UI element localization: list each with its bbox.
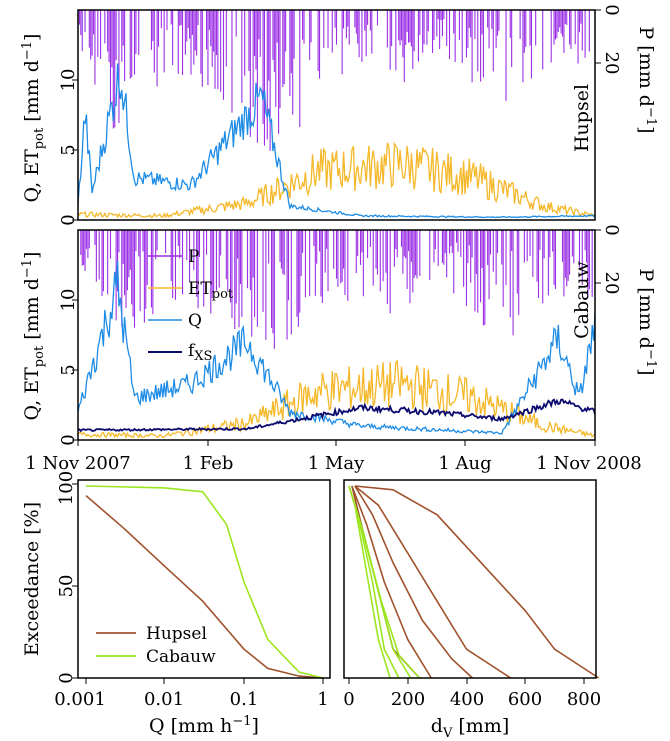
hupsel-y2-tick: 0 [601,4,622,15]
hupsel-plot-area [77,10,596,219]
exceedance-y-axis-label: Exceedance [%] [21,502,43,656]
legend-label-hupsel: Hupsel [146,624,207,644]
exceedance-y-tick: 0 [56,672,77,683]
legend-label-etpot: ETpot [188,279,234,302]
hupsel-y2-tick: 20 [601,52,622,75]
panel-cabauw: 0 5 10 0 20 1 Nov 2007 1 Feb 1 May 1 Aug… [20,224,658,474]
exceedance-y-tick: 50 [56,575,77,598]
hupsel-y2-axis-label: P [mm d−1] [635,26,658,133]
exceedance-dv-cabauw-curve [348,485,391,679]
hupsel-site-label: Hupsel [571,84,593,152]
time-x-tick: 1 Aug [438,453,491,474]
panel-exceedance-q: 0 50 100 0.001 0.01 0.1 1 Exceedance [%]… [21,471,331,737]
panel-exceedance-dv: 0 200 400 600 800 dV [mm] [343,479,601,741]
exceedance-dv-hupsel-curve [354,485,600,679]
time-x-tick: 1 Nov 2008 [536,453,641,474]
hupsel-y-tick: 5 [58,144,79,155]
cabauw-y2-axis-label: P [mm d−1] [635,268,658,375]
cabauw-plot-area [77,230,596,440]
hupsel-y2-ticks: 0 20 [595,4,622,74]
cabauw-et-line [77,359,596,440]
exceedance-dv-frame [343,479,597,679]
cabauw-y-tick: 0 [58,434,79,445]
panel-hupsel: 0 5 10 0 20 Q, ETpot [mm d−1] P [mm d−1]… [20,4,658,225]
cabauw-y2-tick: 0 [601,224,622,235]
q-x-tick: 0.01 [144,689,184,710]
q-x-tick: 0.1 [230,689,259,710]
cabauw-fxs-line [77,398,596,433]
time-x-tick: 1 May [308,453,365,474]
dv-x-tick: 200 [391,689,425,710]
dv-x-tick: 800 [567,689,601,710]
cabauw-site-label: Cabauw [571,260,593,339]
exceedance-dv-plot-area [348,485,600,679]
cabauw-y-tick: 5 [58,364,79,375]
cabauw-y-tick: 10 [58,289,79,312]
exceedance-legend: Hupsel Cabauw [96,624,216,667]
exceedance-q-plot-area [85,485,324,679]
exceedance-dv-hupsel-curve [354,485,473,679]
legend-label-q: Q [188,311,202,331]
exceedance-q-hupsel-curve [85,494,324,679]
exceedance-dv-hupsel-curve [354,485,512,679]
exceedance-q-cabauw-curve [85,485,324,679]
legend-label-fxs: fXS [188,341,212,364]
exceedance-q-y-ticks: 0 50 100 [56,471,78,684]
time-x-tick: 1 Nov 2007 [25,453,130,474]
cabauw-y2-tick: 20 [601,272,622,295]
timeseries-legend: P ETpot Q fXS [148,247,234,364]
exceedance-q-x-ticks: 0.001 0.01 0.1 1 [54,678,329,710]
q-x-axis-label: Q [mm h−1] [149,714,259,737]
cabauw-q-line [77,260,596,435]
cabauw-y-ticks: 0 5 10 [58,289,79,446]
cabauw-y2-ticks: 0 20 [595,224,622,294]
hupsel-y-tick: 0 [58,214,79,225]
hupsel-q-line [77,63,596,219]
exceedance-dv-x-ticks: 0 200 400 600 800 [343,678,601,710]
hupsel-et-line [77,141,596,219]
exceedance-dv-hupsel-curve [351,485,432,679]
legend-label-p: P [188,247,199,267]
exceedance-dv-hupsel-curve [351,485,421,679]
q-x-tick: 0.001 [54,689,106,710]
exceedance-dv-cabauw-curve [348,485,421,679]
q-x-tick: 1 [317,689,328,710]
hupsel-y-axis-label: Q, ETpot [mm d−1] [20,34,47,203]
hupsel-y-tick: 10 [58,69,79,92]
dv-x-tick: 400 [450,689,484,710]
time-x-ticks: 1 Nov 2007 1 Feb 1 May 1 Aug 1 Nov 2008 [25,440,642,474]
hupsel-y-ticks: 0 5 10 [58,69,79,226]
exceedance-q-frame [77,479,331,679]
dv-x-tick: 600 [508,689,542,710]
dv-x-tick: 0 [343,689,354,710]
dv-x-axis-label: dV [mm] [431,715,509,741]
cabauw-y-axis-label: Q, ETpot [mm d−1] [20,252,47,421]
hupsel-frame [77,9,596,221]
time-x-tick: 1 Feb [183,453,234,474]
exceedance-y-tick: 100 [56,471,77,505]
legend-label-cabauw: Cabauw [146,647,216,667]
